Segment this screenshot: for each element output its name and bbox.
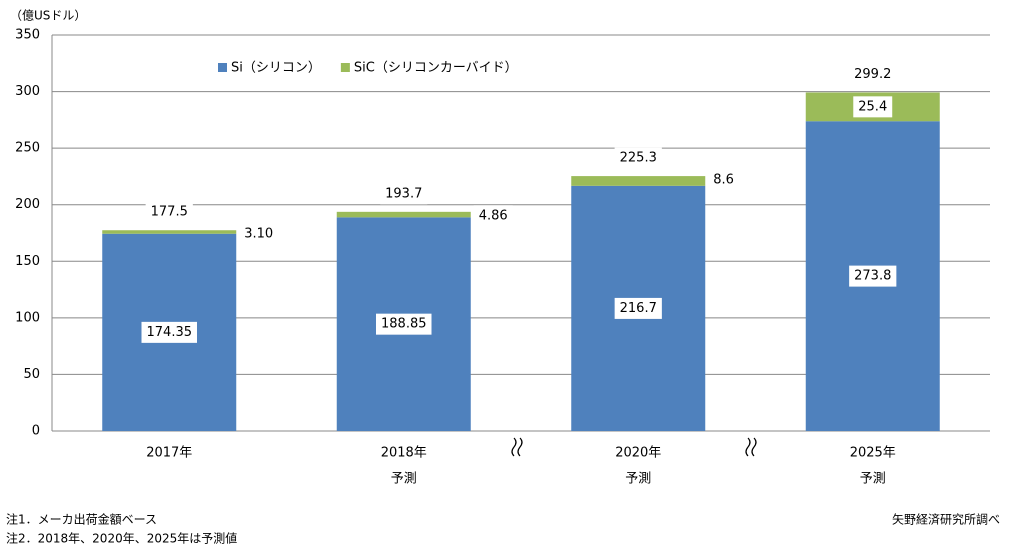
label-box <box>853 96 893 118</box>
total-label: 193.7 <box>385 186 422 201</box>
y-tick-label: 100 <box>15 310 40 325</box>
y-tick-label: 0 <box>32 424 40 439</box>
value-label: 188.85 <box>381 317 427 332</box>
value-label-group: 216.7 <box>614 297 662 319</box>
y-tick-label: 300 <box>15 84 40 99</box>
break-line <box>751 437 757 457</box>
value-label: 174.35 <box>147 325 193 340</box>
legend-label: Si（シリコン） <box>231 61 321 76</box>
x-tick-note: 予測 <box>860 472 886 487</box>
bar-segment <box>102 230 237 234</box>
x-tick-note: 予測 <box>625 472 651 487</box>
label-box <box>239 223 279 245</box>
x-tick-label: 2025年 <box>850 446 896 461</box>
label-box <box>614 147 662 169</box>
label-box <box>145 201 193 223</box>
y-tick-label: 50 <box>23 367 40 382</box>
value-label: 273.8 <box>854 269 891 284</box>
value-label-group: 188.85 <box>376 313 432 335</box>
y-tick-label: 150 <box>15 254 40 269</box>
label-box <box>380 183 428 205</box>
x-tick-note: 予測 <box>391 472 417 487</box>
bar-segment <box>571 176 706 186</box>
total-label-group: 225.3 <box>614 147 662 169</box>
value-label-group: 174.35 <box>141 321 197 343</box>
label-box <box>376 313 432 335</box>
value-label: 4.86 <box>479 208 508 223</box>
legend-label: SiC（シリコンカーバイド） <box>354 61 518 76</box>
value-label-group: 3.10 <box>239 223 279 245</box>
label-box <box>708 169 739 191</box>
x-tick-label: 2020年 <box>615 446 661 461</box>
label-box <box>849 265 897 287</box>
bar-segment <box>336 211 471 218</box>
y-tick-label: 350 <box>15 28 40 43</box>
source: 矢野経済研究所調べ <box>892 512 1000 527</box>
y-tick-label: 200 <box>15 197 40 212</box>
value-label-group: 8.6 <box>708 169 739 191</box>
total-label: 177.5 <box>151 205 188 220</box>
legend-swatch <box>218 63 227 72</box>
legend-swatch <box>340 63 350 72</box>
value-label: 25.4 <box>858 99 887 114</box>
label-box <box>614 297 662 319</box>
value-label: 8.6 <box>713 173 734 188</box>
value-label-group: 4.86 <box>473 205 513 227</box>
total-label-group: 193.7 <box>380 183 428 205</box>
value-label: 216.7 <box>620 301 657 316</box>
break-line <box>511 437 517 457</box>
note: 注1．メーカ出荷金額ベース <box>6 512 157 527</box>
x-tick-label: 2017年 <box>146 446 192 461</box>
total-label-group: 299.2 <box>849 63 897 85</box>
x-tick-label: 2018年 <box>381 446 427 461</box>
value-label: 3.10 <box>244 227 273 242</box>
total-label: 299.2 <box>854 67 891 82</box>
label-box <box>473 205 513 227</box>
axis-break <box>511 437 757 457</box>
label-box <box>849 63 897 85</box>
y-axis-label: （億USドル） <box>10 9 86 23</box>
label-box <box>141 321 197 343</box>
break-line <box>517 437 523 457</box>
note: 注2．2018年、2020年、2025年は予測値 <box>6 531 237 546</box>
total-label: 225.3 <box>620 151 657 166</box>
break-line <box>745 437 751 457</box>
y-tick-label: 250 <box>15 141 40 156</box>
value-label-group: 25.4 <box>853 96 893 118</box>
value-label-group: 273.8 <box>849 265 897 287</box>
total-label-group: 177.5 <box>145 201 193 223</box>
